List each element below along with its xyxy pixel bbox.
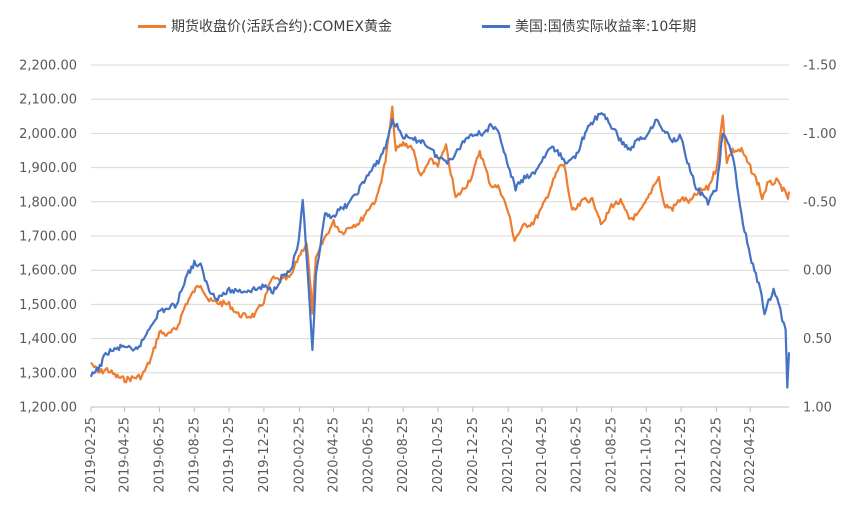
left-tick-label: 1,900.00 — [19, 161, 77, 176]
right-tick-label: 0.50 — [803, 332, 832, 347]
x-tick-label: 2019-06-25 — [152, 417, 167, 493]
x-tick-label: 2022-02-25 — [710, 417, 725, 493]
x-axis-tick-labels: 2019-02-25 2019-04-25 2019-06-25 2019-08-25… — [84, 417, 758, 493]
grid-lines — [91, 64, 789, 374]
left-tick-label: 1,600.00 — [19, 264, 77, 279]
left-tick-label: 2,000.00 — [19, 127, 77, 142]
legend-swatch-yield — [482, 24, 510, 28]
x-tick-label: 2020-02-25 — [292, 417, 307, 493]
left-tick-label: 1,300.00 — [19, 366, 77, 381]
right-tick-label: -1.00 — [803, 127, 837, 142]
right-tick-label: 0.00 — [803, 264, 832, 279]
x-tick-label: 2021-12-25 — [674, 417, 689, 493]
x-tick-label: 2022-04-25 — [743, 417, 758, 493]
series-lines — [89, 105, 791, 389]
left-tick-label: 1,400.00 — [19, 332, 77, 347]
x-tick-label: 2020-10-25 — [431, 417, 446, 493]
right-tick-label: -1.50 — [803, 59, 837, 74]
x-tick-label: 2019-02-25 — [84, 417, 99, 493]
left-tick-label: 1,800.00 — [19, 195, 77, 210]
x-tick-label: 2021-08-25 — [605, 417, 620, 493]
x-tick-label: 2020-06-25 — [361, 417, 376, 493]
legend-item-yield: 美国:国债实际收益率:10年期 — [482, 16, 696, 36]
x-tick-label: 2021-04-25 — [535, 417, 550, 493]
legend-label-gold: 期货收盘价(活跃合约):COMEX黄金 — [171, 19, 392, 35]
axes — [90, 406, 789, 412]
real-yield-series-line — [89, 111, 791, 389]
left-tick-label: 1,200.00 — [19, 401, 77, 416]
x-tick-label: 2019-10-25 — [222, 417, 237, 493]
left-tick-label: 1,500.00 — [19, 298, 77, 313]
x-tick-label: 2019-08-25 — [187, 417, 202, 493]
x-tick-label: 2020-04-25 — [327, 417, 342, 493]
x-tick-label: 2019-04-25 — [118, 417, 133, 493]
x-tick-label: 2020-08-25 — [396, 417, 411, 493]
left-axis-tick-labels: 1,200.00 1,300.00 1,400.00 1,500.00 1,600.00… — [19, 59, 77, 416]
x-tick-label: 2021-02-25 — [501, 417, 516, 493]
legend-swatch-gold — [138, 24, 166, 28]
right-tick-label: -0.50 — [803, 195, 837, 210]
x-tick-label: 2021-06-25 — [570, 417, 585, 493]
gold-price-series-line — [90, 105, 791, 384]
x-tick-label: 2020-12-25 — [466, 417, 481, 493]
left-tick-label: 2,200.00 — [19, 59, 77, 74]
right-tick-label: 1.00 — [803, 401, 832, 416]
x-tick-label: 2021-10-25 — [639, 417, 654, 493]
x-tick-label: 2019-12-25 — [257, 417, 272, 493]
legend-item-gold: 期货收盘价(活跃合约):COMEX黄金 — [138, 16, 392, 36]
legend-label-yield: 美国:国债实际收益率:10年期 — [515, 19, 697, 35]
legend: 期货收盘价(活跃合约):COMEX黄金 美国:国债实际收益率:10年期 — [0, 10, 859, 40]
right-axis-tick-labels: -1.50 -1.00 -0.50 0.00 0.50 1.00 — [803, 59, 837, 416]
left-tick-label: 2,100.00 — [19, 93, 77, 108]
left-tick-label: 1,700.00 — [19, 230, 77, 245]
